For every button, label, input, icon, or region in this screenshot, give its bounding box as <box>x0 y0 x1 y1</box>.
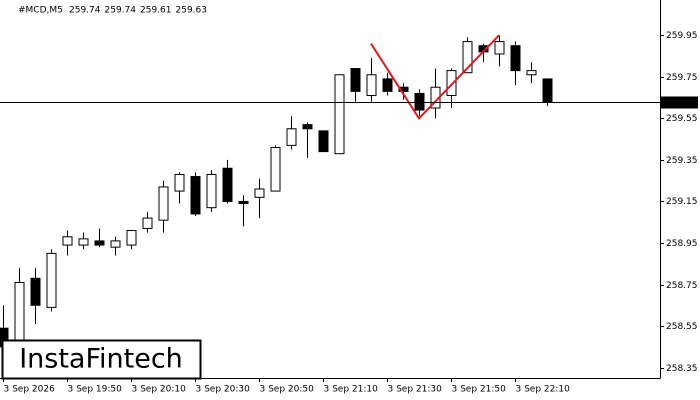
candle-body <box>126 230 137 246</box>
candle-body <box>206 173 217 209</box>
candle-body <box>366 74 377 97</box>
watermark: InstaFintech <box>19 344 183 375</box>
candle-body <box>46 252 57 308</box>
x-tick-label: 3 Sep 19:50 <box>68 385 123 395</box>
y-tick-label: 258.35 <box>666 364 698 374</box>
candle-body <box>270 146 281 192</box>
header-value: 259.61 <box>140 6 172 16</box>
candle-body <box>142 217 153 229</box>
x-tick-label: 3 Sep 21:30 <box>388 385 443 395</box>
watermark-box <box>1 339 202 380</box>
candle-body <box>494 41 505 55</box>
y-tick-label: 258.95 <box>666 239 698 249</box>
candle-body <box>286 128 297 146</box>
y-tick-label: 259.95 <box>666 31 698 41</box>
x-tick-label: 3 Sep 20:50 <box>260 385 315 395</box>
candle-body <box>190 176 201 215</box>
candle-body <box>382 78 393 92</box>
y-tick-label: 259.55 <box>666 114 698 124</box>
candle-body <box>510 45 521 72</box>
y-tick-label: 259.75 <box>666 73 698 83</box>
chart-title: #MCD,M5 <box>18 6 63 16</box>
y-tick-label: 259.15 <box>666 197 698 207</box>
x-tick-label: 3 Sep 20:30 <box>196 385 251 395</box>
candle-body <box>414 92 425 111</box>
candle-body <box>334 74 345 155</box>
candle-body <box>302 124 313 130</box>
x-tick-label: 3 Sep 21:10 <box>324 385 379 395</box>
candle-body <box>446 70 457 97</box>
candle-body <box>398 86 409 92</box>
candle-body <box>542 78 553 103</box>
candle-body <box>30 277 41 306</box>
candle-body <box>526 70 537 76</box>
candle-body <box>78 238 89 246</box>
x-tick-label: 3 Sep 21:50 <box>452 385 507 395</box>
candle-body <box>94 240 105 246</box>
pattern-line <box>370 34 500 120</box>
x-tick-label: 3 Sep 20:10 <box>132 385 187 395</box>
y-tick-label: 258.55 <box>666 322 698 332</box>
candle-body <box>350 68 361 92</box>
candle-body <box>158 186 169 221</box>
candle-body <box>14 281 25 342</box>
candle-body <box>462 41 473 74</box>
candle-body <box>318 130 329 153</box>
y-tick-label: 258.75 <box>666 281 698 291</box>
x-tick-label: 3 Sep 2026 <box>4 385 56 395</box>
candle-body <box>254 188 265 198</box>
header-value: 259.63 <box>176 6 208 16</box>
header-value: 259.74 <box>105 6 137 16</box>
candle-body <box>110 240 121 248</box>
candle-body <box>62 236 73 246</box>
y-tick-label: 259.35 <box>666 156 698 166</box>
price-label-box <box>661 96 698 109</box>
price-label: 259.63 <box>663 98 695 108</box>
x-tick-label: 3 Sep 22:10 <box>516 385 571 395</box>
header-value: 259.74 <box>69 6 101 16</box>
candle-body <box>222 167 233 202</box>
candle-body <box>238 200 249 205</box>
candle-body <box>174 173 185 192</box>
